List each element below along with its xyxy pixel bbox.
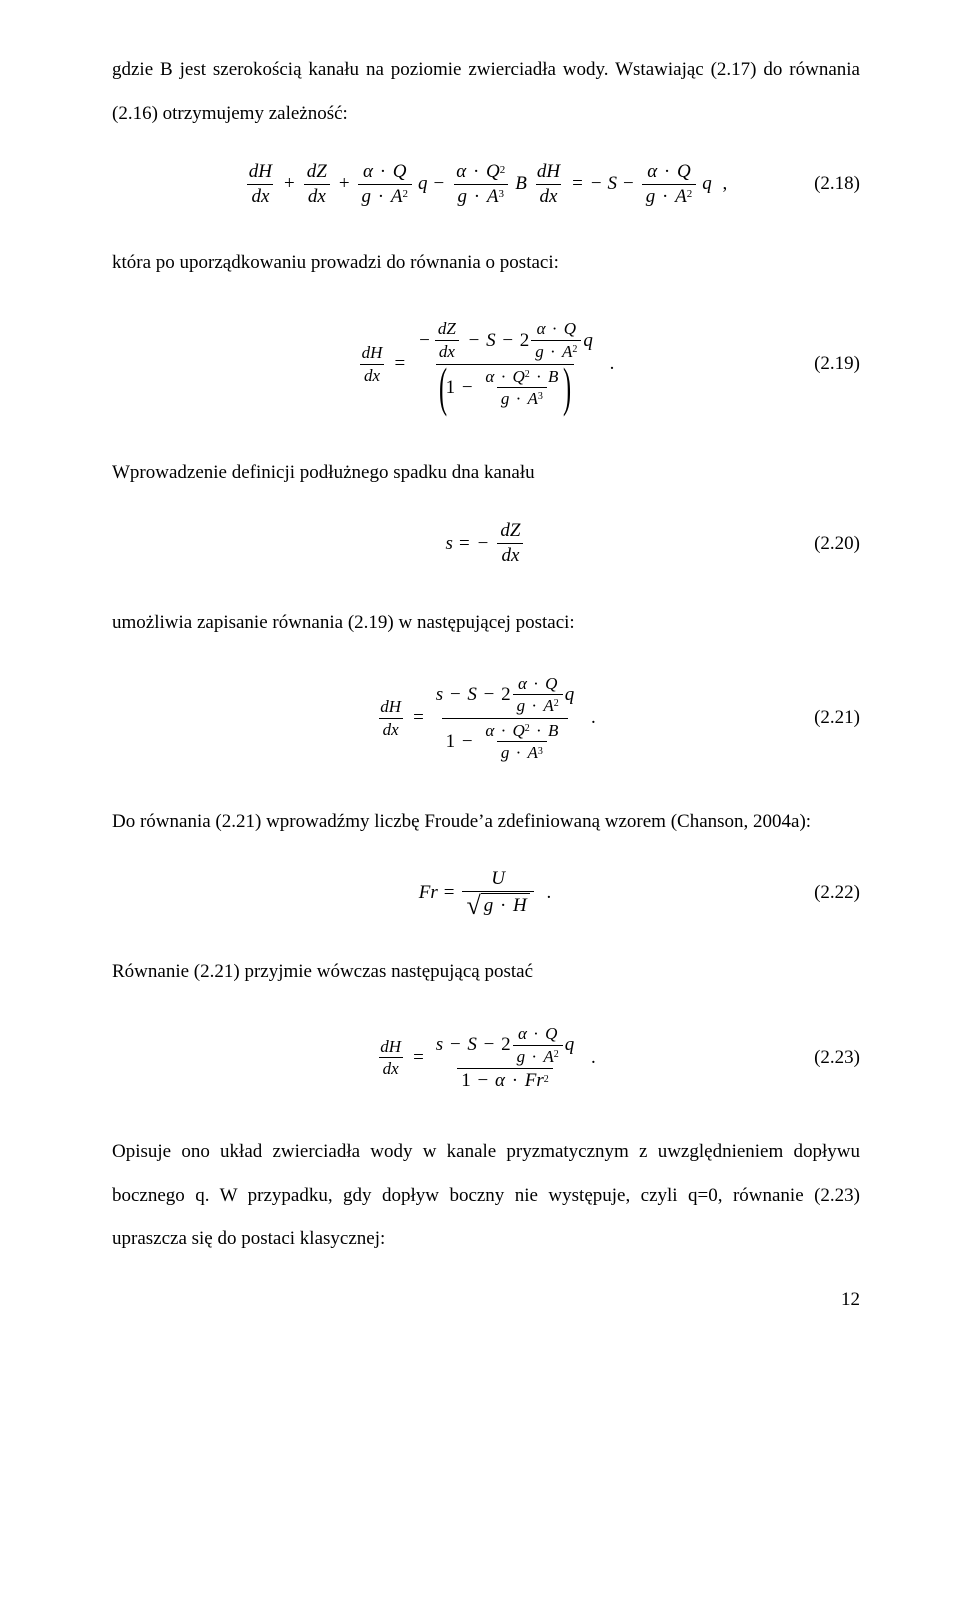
paragraph: gdzie B jest szerokością kanału na pozio…	[112, 48, 860, 135]
equation-2-18: dHdx + dZdx + α · Qg · A2 q − α · Q2g · …	[112, 149, 860, 219]
paragraph: która po uporządkowaniu prowadzi do równ…	[112, 241, 860, 285]
equation-number: (2.20)	[814, 533, 860, 555]
paragraph: Równanie (2.21) przyjmie wówczas następu…	[112, 950, 860, 994]
equation-number: (2.18)	[814, 173, 860, 195]
page-number: 12	[112, 1289, 860, 1311]
equation-number: (2.21)	[814, 707, 860, 729]
paragraph: Wprowadzenie definicji podłużnego spadku…	[112, 451, 860, 495]
paragraph: Do równania (2.21) wprowadźmy liczbę Fro…	[112, 800, 860, 844]
equation-2-22: Fr = U √ g · H . (2.22)	[112, 858, 860, 928]
equation-number: (2.19)	[814, 353, 860, 375]
paragraph: Opisuje ono układ zwierciadła wody w kan…	[112, 1130, 860, 1261]
equation-2-20: s = − dZdx (2.20)	[112, 509, 860, 579]
equation-number: (2.22)	[814, 882, 860, 904]
equation-number: (2.23)	[814, 1047, 860, 1069]
paragraph: umożliwia zapisanie równania (2.19) w na…	[112, 601, 860, 645]
equation-2-23: dHdx = s − S − 2 α · Qg · A2 q 1 − α · F…	[112, 1008, 860, 1108]
equation-2-21: dHdx = s − S − 2 α · Qg · A2 q 1 − α · Q…	[112, 658, 860, 778]
equation-2-19: dHdx = − dZdx − S − 2 α · Qg · A2 q ( 1 …	[112, 299, 860, 429]
